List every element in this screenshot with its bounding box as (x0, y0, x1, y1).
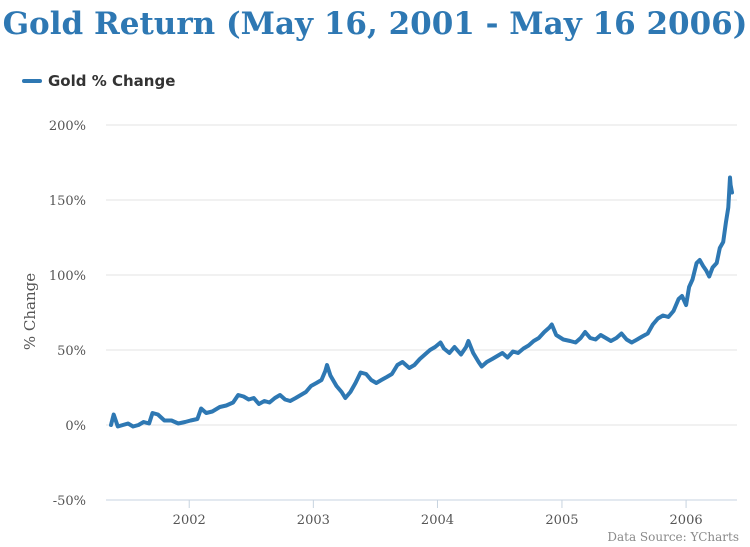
x-tick-label: 2003 (297, 513, 330, 528)
y-axis-title: % Change (21, 273, 39, 350)
y-tick-label: 150% (49, 194, 86, 209)
y-tick-label: -50% (53, 494, 86, 509)
legend-swatch (22, 79, 42, 83)
y-tick-label: 50% (57, 344, 86, 359)
data-source: Data Source: YCharts (607, 530, 739, 544)
chart-title: Gold Return (May 16, 2001 - May 16 2006) (2, 6, 748, 42)
y-tick-label: 0% (65, 419, 86, 434)
y-tick-label: 200% (49, 119, 86, 134)
x-axis-ticks: 2002 2003 2004 2005 2006 (173, 500, 703, 528)
x-tick-label: 2002 (173, 513, 206, 528)
gold-change-line (109, 175, 734, 429)
y-tick-label: 100% (49, 269, 86, 284)
x-tick-label: 2004 (421, 513, 454, 528)
legend-label: Gold % Change (48, 72, 176, 90)
gridlines (106, 124, 737, 426)
x-tick-label: 2005 (545, 513, 578, 528)
legend[interactable]: Gold % Change (22, 72, 175, 90)
y-axis-ticks: -50% 0% 50% 100% 150% 200% (49, 119, 86, 509)
x-tick-label: 2006 (670, 513, 703, 528)
